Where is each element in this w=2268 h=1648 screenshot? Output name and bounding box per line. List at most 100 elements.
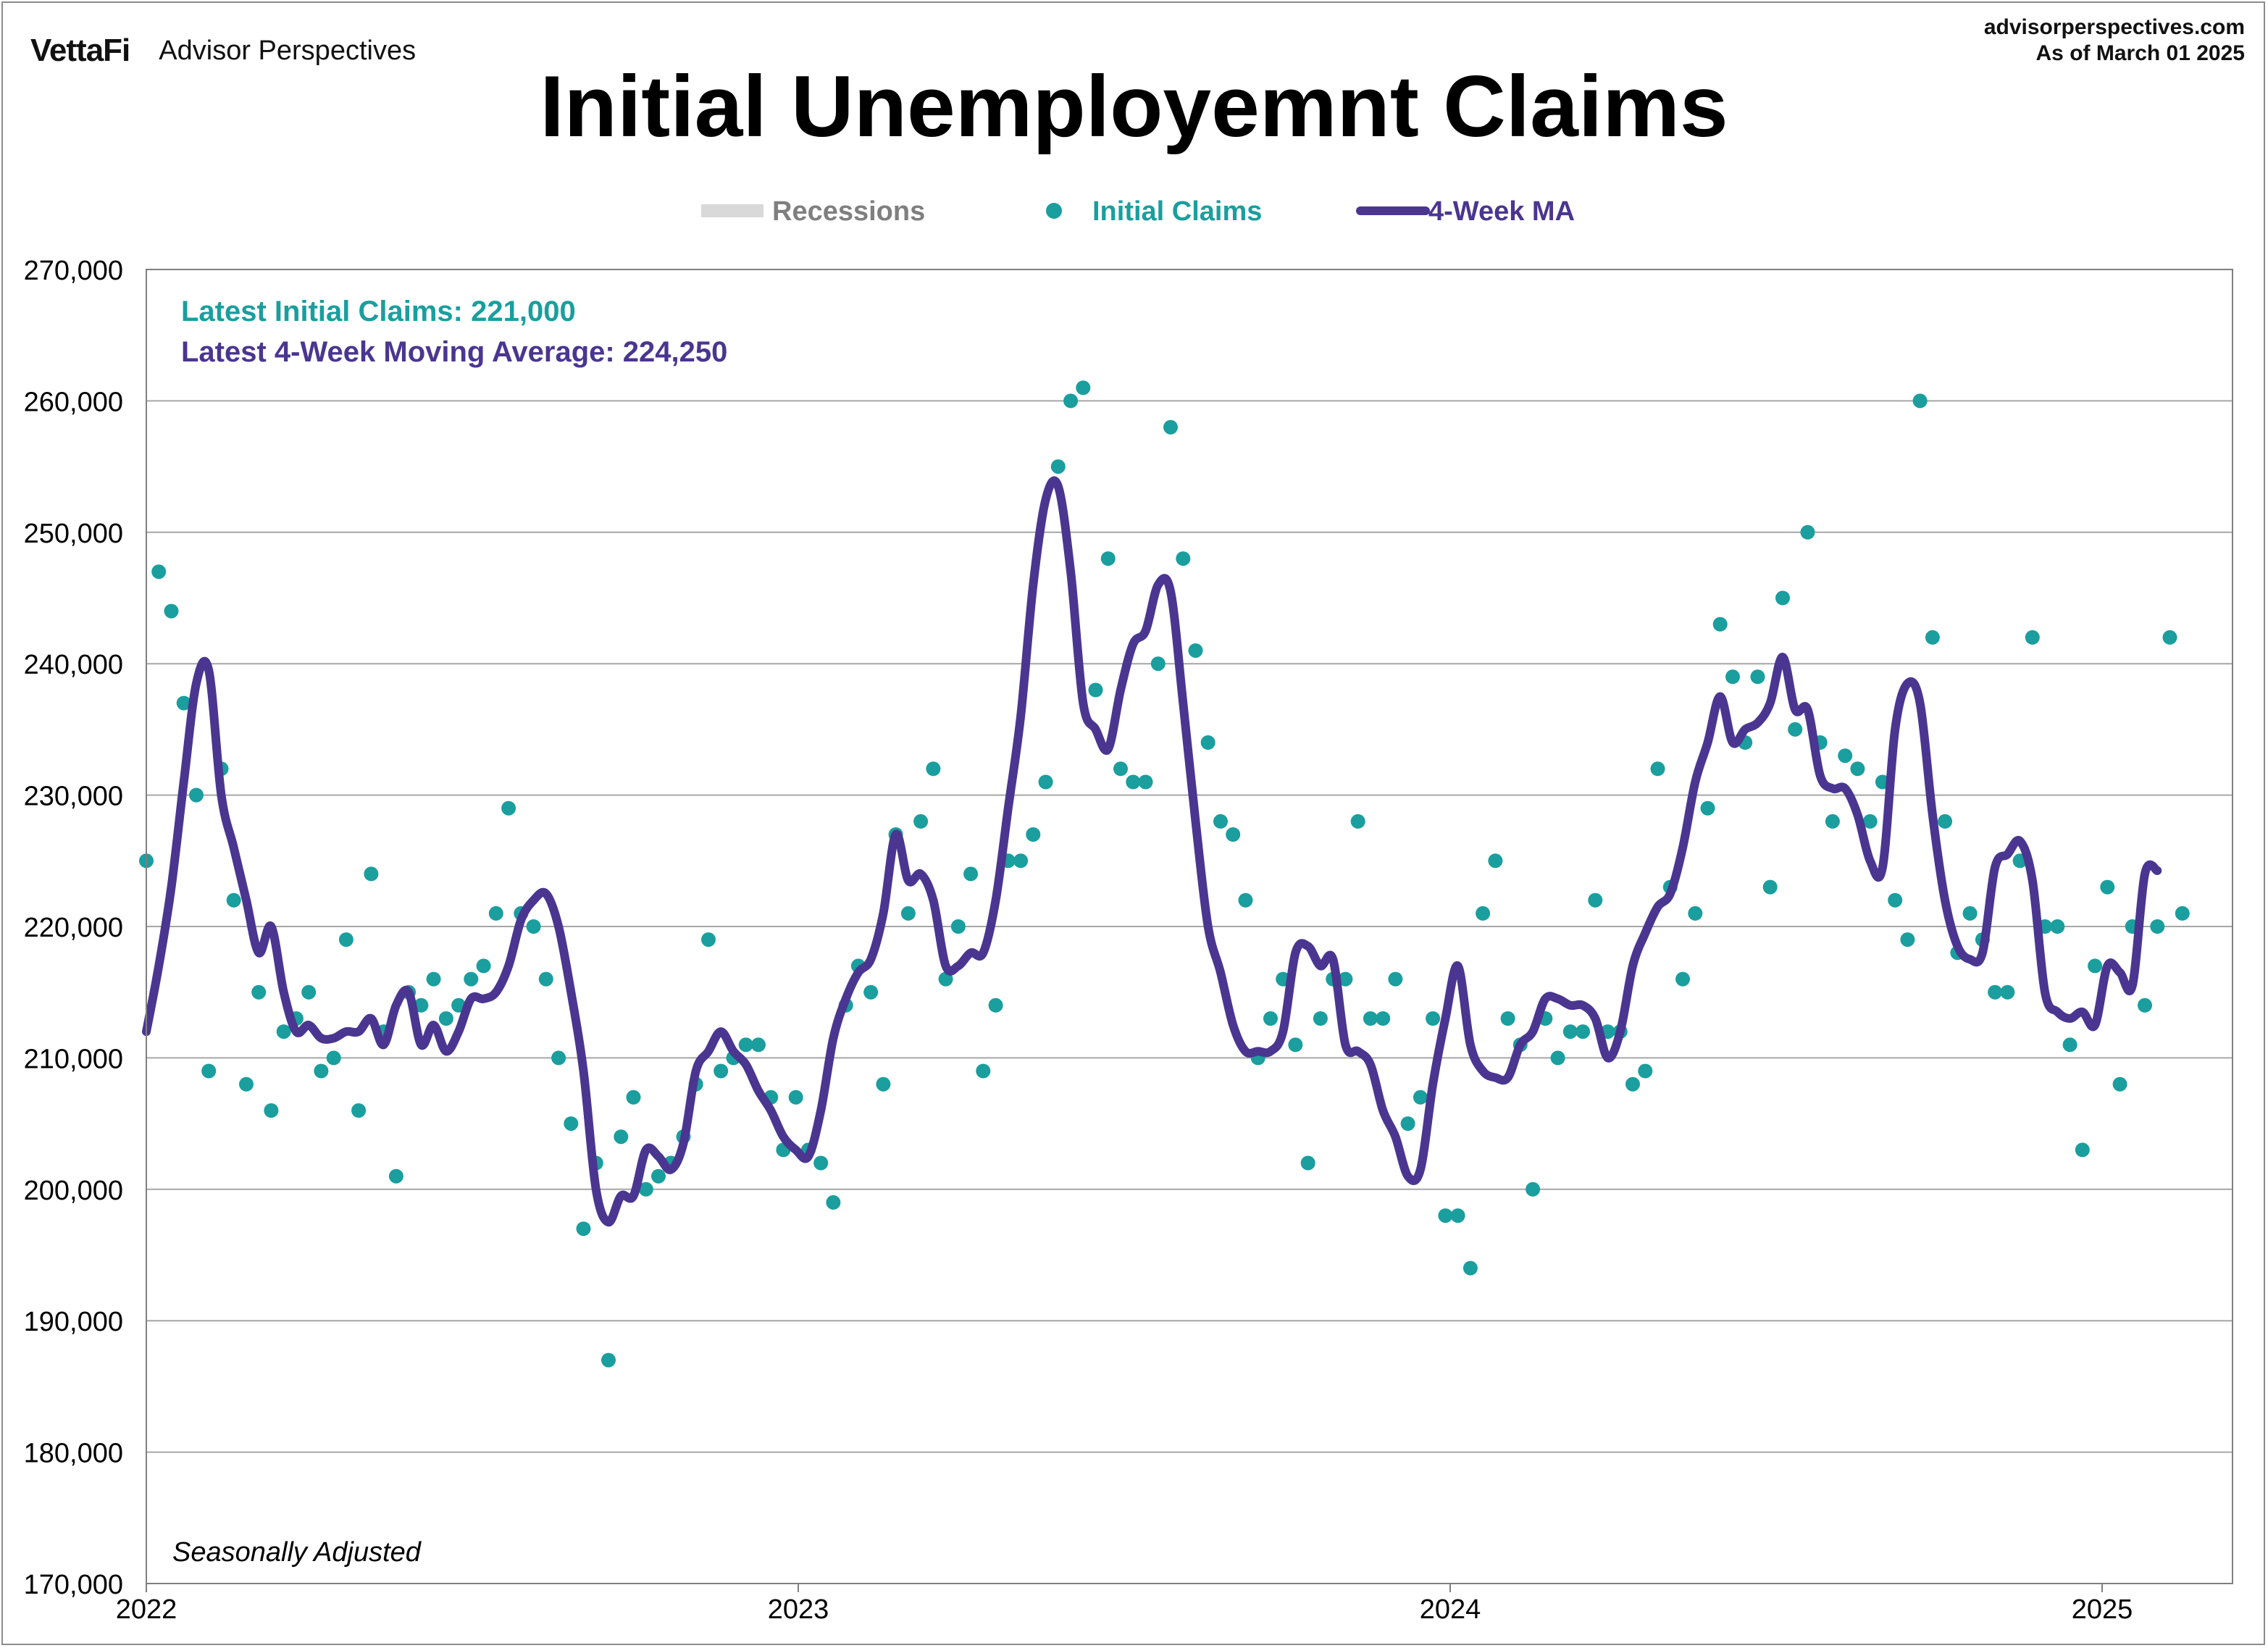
y-tick-label: 190,000	[24, 1307, 123, 1337]
claims-point	[414, 997, 429, 1013]
brand-name: Advisor Perspectives	[159, 35, 417, 66]
claims-point	[1562, 1024, 1578, 1040]
y-tick-label: 250,000	[24, 519, 123, 549]
claims-point	[1088, 682, 1103, 698]
claims-point	[2162, 629, 2177, 645]
claims-point	[388, 1168, 403, 1184]
claims-point	[1363, 1011, 1378, 1026]
claims-point	[2150, 919, 2165, 934]
legend-claims-label: Initial Claims	[1092, 196, 1262, 227]
claims-point	[626, 1089, 641, 1105]
claims-point	[1762, 879, 1778, 895]
vettafi-logo: VettaFi	[30, 33, 130, 68]
claims-point	[1838, 748, 1853, 764]
claims-point	[1488, 853, 1503, 869]
claims-point	[2138, 997, 2152, 1013]
x-tick-label: 2025	[2072, 1594, 2133, 1625]
claims-point	[1338, 971, 1353, 987]
claims-point	[1263, 1011, 1278, 1026]
legend: Recessions Initial Claims 4-Week MA	[701, 196, 1575, 227]
claims-point	[1800, 524, 1815, 540]
claims-point	[1463, 1260, 1478, 1276]
claims-point	[1300, 1155, 1315, 1171]
claims-point	[264, 1103, 279, 1118]
legend-recessions-swatch	[701, 204, 763, 217]
claims-point	[301, 984, 317, 1000]
claims-point	[1150, 656, 1166, 672]
claims-point	[1113, 761, 1128, 777]
claims-point	[1750, 669, 1765, 685]
claims-point	[1862, 813, 1878, 829]
claims-point	[751, 1037, 766, 1053]
claims-point	[1500, 1011, 1515, 1026]
claims-point	[988, 997, 1003, 1013]
claims-point	[488, 905, 503, 921]
claims-point	[1163, 419, 1178, 435]
claims-point	[1026, 827, 1041, 842]
claims-point	[1176, 551, 1191, 566]
claims-point	[2000, 984, 2015, 1000]
claims-point	[1938, 813, 1953, 829]
y-tick-label: 230,000	[24, 782, 123, 812]
claims-point	[1126, 774, 1141, 790]
claims-point	[1213, 813, 1228, 829]
claims-point	[1638, 1063, 1653, 1079]
claims-point	[863, 984, 879, 1000]
claims-point	[364, 866, 379, 882]
claims-point	[2100, 879, 2115, 895]
claims-point	[1413, 1089, 1428, 1105]
claims-point	[1912, 393, 1928, 409]
claims-point	[738, 1037, 753, 1053]
claims-point	[1675, 971, 1690, 987]
claims-point	[1688, 905, 1703, 921]
y-tick-label: 170,000	[24, 1570, 123, 1600]
claims-point	[1788, 721, 1803, 737]
claims-point	[900, 905, 916, 921]
claims-point	[651, 1168, 666, 1184]
x-axis: 2022 2023 2024 2025	[116, 1584, 2133, 1625]
claims-point	[189, 787, 204, 803]
legend-ma-label: 4-Week MA	[1428, 196, 1575, 227]
claims-point	[501, 800, 516, 816]
claims-point	[826, 1195, 841, 1210]
claims-point	[813, 1155, 829, 1171]
claims-point	[2175, 905, 2190, 921]
claims-point	[638, 1181, 653, 1197]
claims-point	[701, 932, 716, 948]
y-tick-label: 200,000	[24, 1176, 123, 1206]
site-url[interactable]: advisorperspectives.com	[1983, 15, 2245, 39]
claims-point	[251, 984, 267, 1000]
y-tick-label: 180,000	[24, 1439, 123, 1469]
claims-point	[2062, 1037, 2077, 1053]
claims-point	[226, 892, 241, 908]
y-tick-label: 260,000	[24, 387, 123, 417]
claims-point	[438, 1011, 453, 1026]
y-tick-label: 220,000	[24, 913, 123, 943]
latest-claims-annotation: Latest Initial Claims: 221,000	[181, 296, 576, 327]
claims-point	[314, 1063, 329, 1079]
claims-point	[1450, 1208, 1465, 1224]
claims-point	[1850, 761, 1865, 777]
claims-point	[564, 1116, 579, 1132]
claims-point	[2050, 919, 2065, 934]
claims-point	[1376, 1011, 1391, 1026]
claims-point	[1650, 761, 1665, 777]
claims-point	[1900, 932, 1915, 948]
claims-point	[1988, 984, 2003, 1000]
chart-title: Initial Unemployemnt Claims	[540, 58, 1728, 155]
claims-point	[1313, 1011, 1328, 1026]
as-of-date: As of March 01 2025	[2035, 41, 2245, 65]
claims-point	[1226, 827, 1241, 842]
claims-point	[1050, 459, 1066, 474]
claims-point	[551, 1050, 566, 1066]
x-tick-label: 2022	[116, 1594, 177, 1625]
claims-point	[1925, 629, 1940, 645]
claims-point	[326, 1050, 341, 1066]
claims-point	[1775, 590, 1790, 606]
claims-point	[1076, 380, 1091, 396]
claims-point	[1526, 1181, 1541, 1197]
claims-point	[2025, 629, 2040, 645]
claims-point	[1350, 813, 1365, 829]
claims-point	[176, 695, 191, 711]
claims-point	[538, 971, 553, 987]
